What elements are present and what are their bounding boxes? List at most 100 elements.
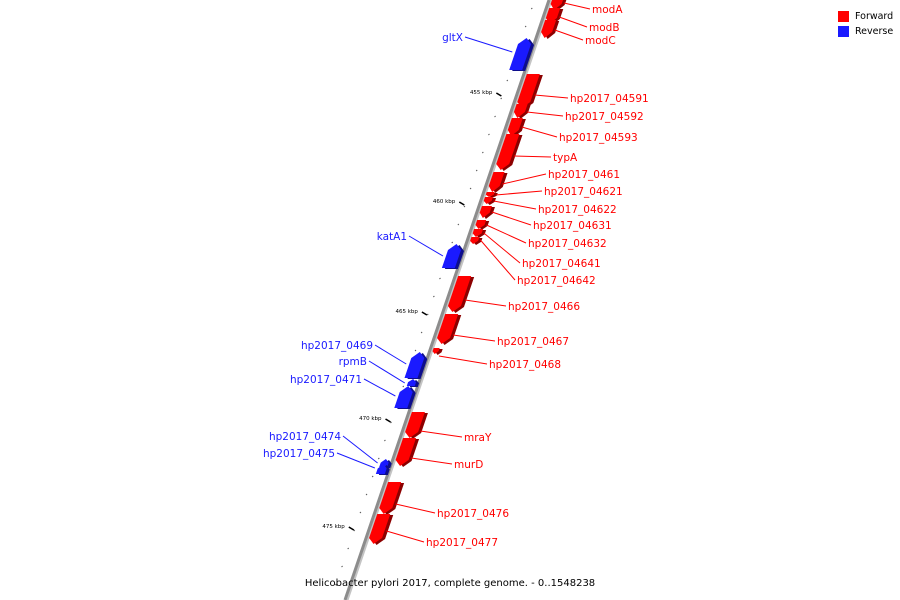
gene-hp2017_04592 xyxy=(513,104,528,118)
leader-hp2017_0476 xyxy=(395,503,436,514)
leader-typA xyxy=(513,155,552,158)
minor-tick xyxy=(433,295,435,298)
gene-label-rpmB: rpmB xyxy=(339,356,367,368)
gene-label-modC: modC xyxy=(585,35,616,47)
gene-typA xyxy=(496,134,520,170)
minor-tick xyxy=(463,205,466,208)
legend: Forward Reverse xyxy=(838,9,893,39)
minor-tick xyxy=(494,115,496,118)
leader-gltX xyxy=(464,36,513,53)
map-caption: Helicobacter pylori 2017, complete genom… xyxy=(304,578,596,589)
gene-mraY xyxy=(405,412,425,438)
leader-hp2017_04632 xyxy=(486,224,527,244)
leader-hp2017_0475 xyxy=(336,452,376,469)
major-tick xyxy=(421,311,428,316)
leader-murD xyxy=(411,457,453,465)
gene-label-hp2017_04622: hp2017_04622 xyxy=(538,204,617,216)
gene-label-hp2017_0467: hp2017_0467 xyxy=(497,336,569,348)
leader-hp2017_04622 xyxy=(493,200,537,210)
leader-hp2017_04591 xyxy=(534,94,569,99)
gene-hp2017_0467 xyxy=(437,314,459,344)
tick-label-4: 475 kbp xyxy=(322,524,345,530)
gene-hp2017_0461 xyxy=(488,172,505,192)
gene-label-murD: murD xyxy=(454,459,483,471)
gene-hp2017_0475 xyxy=(375,464,387,474)
minor-tick xyxy=(481,151,484,154)
gene-label-hp2017_0476: hp2017_0476 xyxy=(437,508,509,520)
gene-label-hp2017_04592: hp2017_04592 xyxy=(565,111,644,123)
tick-label-1: 460 kbp xyxy=(433,199,456,205)
gene-hp2017_0466 xyxy=(447,276,472,312)
gene-hp2017_0474 xyxy=(379,459,389,467)
leader-hp2017_0468 xyxy=(438,355,488,365)
leader-hp2017_04593 xyxy=(521,126,558,138)
gene-label-hp2017_04591: hp2017_04591 xyxy=(570,93,649,105)
gene-label-hp2017_0474: hp2017_0474 xyxy=(269,431,341,443)
legend-item-reverse: Reverse xyxy=(838,24,893,39)
gene-label-hp2017_0466: hp2017_0466 xyxy=(508,301,580,313)
tick-label-3: 470 kbp xyxy=(359,416,382,422)
leader-mraY xyxy=(420,430,463,438)
leader-hp2017_0477 xyxy=(386,530,425,543)
leader-modA xyxy=(563,2,591,10)
legend-item-forward: Forward xyxy=(838,9,893,24)
gene-katA1 xyxy=(441,244,461,268)
major-tick xyxy=(495,92,502,97)
gene-hp2017_0477 xyxy=(369,514,391,544)
gene-hp2017_0476 xyxy=(379,482,402,514)
tick-label-0: 455 kbp xyxy=(470,90,493,96)
leader-hp2017_0471 xyxy=(363,378,396,397)
leader-modC xyxy=(554,29,584,41)
minor-tick xyxy=(439,277,441,280)
gene-hp2017_04593 xyxy=(507,118,523,136)
gene-hp2017_0469 xyxy=(404,352,425,378)
minor-tick xyxy=(530,7,533,10)
gene-label-katA1: katA1 xyxy=(377,231,407,243)
genome-axis xyxy=(343,0,551,600)
gene-label-modB: modB xyxy=(589,22,620,34)
genome-axis-shadow xyxy=(345,0,553,600)
gene-label-hp2017_04632: hp2017_04632 xyxy=(528,238,607,250)
leader-modB xyxy=(559,16,588,28)
leader-hp2017_04642 xyxy=(480,239,516,281)
leader-hp2017_0461 xyxy=(502,173,547,185)
minor-tick xyxy=(524,25,527,28)
gene-label-hp2017_0469: hp2017_0469 xyxy=(301,340,373,352)
gene-hp2017_04632 xyxy=(475,220,487,229)
minor-tick xyxy=(335,583,337,586)
gene-label-hp2017_0468: hp2017_0468 xyxy=(489,359,561,371)
minor-tick xyxy=(469,187,472,190)
minor-tick xyxy=(451,241,454,244)
minor-tick xyxy=(414,349,417,352)
gene-label-hp2017_04641: hp2017_04641 xyxy=(522,258,601,270)
major-tick xyxy=(458,201,465,206)
minor-tick xyxy=(457,223,460,226)
gene-label-hp2017_04621: hp2017_04621 xyxy=(544,186,623,198)
gene-label-mraY: mraY xyxy=(464,432,492,444)
gene-hp2017_0468 xyxy=(432,348,440,354)
gene-hp2017_04622 xyxy=(483,197,494,204)
gene-label-hp2017_04593: hp2017_04593 xyxy=(559,132,638,144)
minor-tick xyxy=(377,457,380,460)
gene-hp2017_04641 xyxy=(472,229,484,237)
leader-rpmB xyxy=(368,360,406,384)
gene-label-typA: typA xyxy=(553,152,578,164)
minor-tick xyxy=(359,511,362,514)
minor-tick xyxy=(353,529,356,532)
leader-hp2017_04621 xyxy=(495,190,543,196)
gene-hp2017_04642 xyxy=(470,237,480,244)
reverse-swatch xyxy=(838,26,849,37)
minor-tick xyxy=(384,439,386,442)
leader-hp2017_04641 xyxy=(483,232,521,264)
gene-hp2017_04631 xyxy=(479,206,492,218)
leader-hp2017_0469 xyxy=(374,344,407,365)
gene-label-hp2017_0475: hp2017_0475 xyxy=(263,448,335,460)
gene-label-hp2017_0477: hp2017_0477 xyxy=(426,537,498,549)
legend-label-forward: Forward xyxy=(855,11,894,22)
leader-hp2017_04631 xyxy=(491,211,532,226)
gene-label-hp2017_0461: hp2017_0461 xyxy=(548,169,620,181)
gene-gltX xyxy=(509,38,532,70)
leader-hp2017_04592 xyxy=(526,111,564,117)
